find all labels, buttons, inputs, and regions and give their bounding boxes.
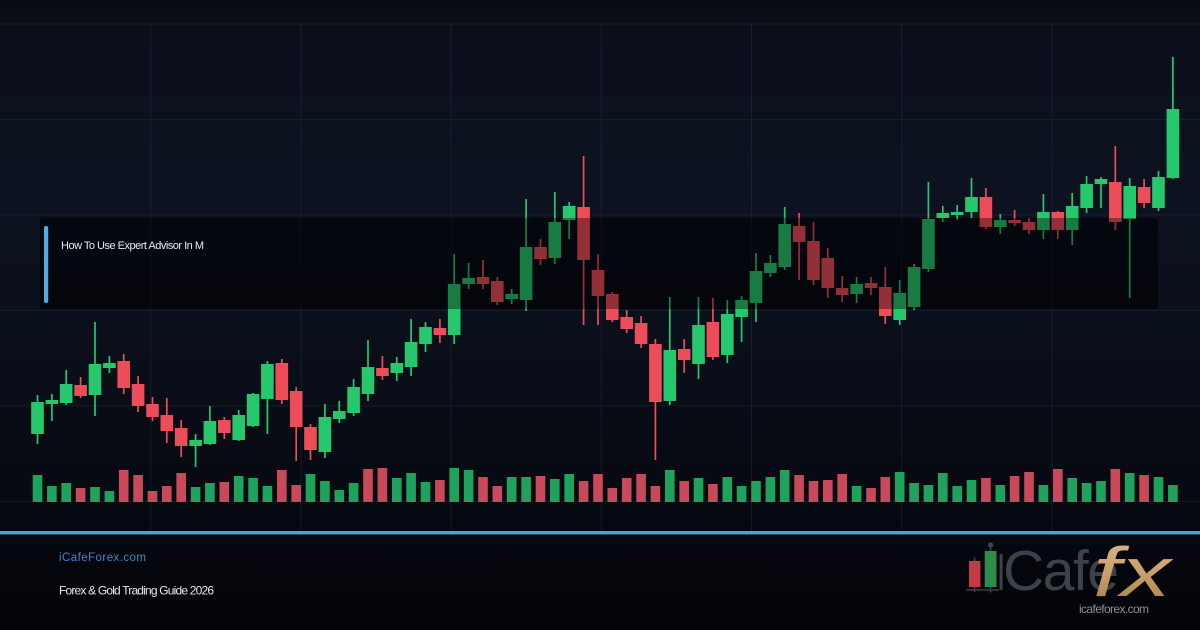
svg-text:fx: fx (1093, 533, 1174, 611)
svg-text:icafeforex.com: icafeforex.com (1079, 602, 1149, 616)
svg-text:Forex & Gold Trading Guide 202: Forex & Gold Trading Guide 2026 (59, 584, 214, 598)
svg-text:How To Use Expert Advisor In M: How To Use Expert Advisor In M (61, 240, 204, 252)
svg-text:iCafeForex.com: iCafeForex.com (59, 552, 146, 564)
svg-text:Cafe: Cafe (1003, 539, 1119, 603)
